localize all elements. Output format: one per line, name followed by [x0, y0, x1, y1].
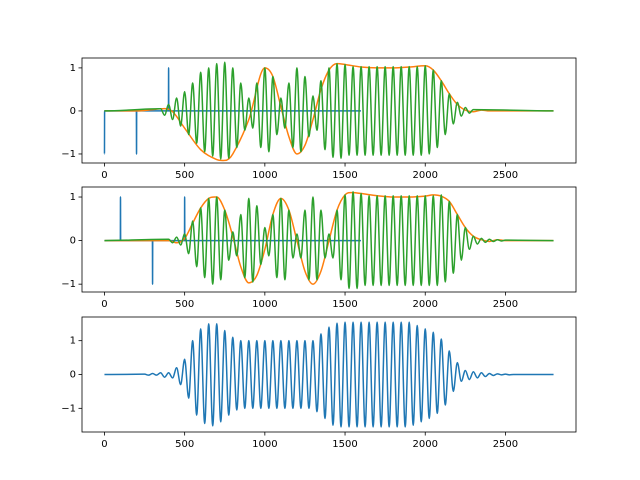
- x-tick-label: 2500: [493, 170, 518, 181]
- x-tick-label: 0: [101, 439, 107, 450]
- axes: 0 500 1000 1500 2000 2500 −1 0 1: [61, 316, 577, 450]
- series-line: [104, 321, 554, 428]
- series-line: [104, 191, 554, 285]
- x-tick-label: 1000: [252, 170, 277, 181]
- y-tick-label: 0: [70, 370, 76, 381]
- x-tick-label: 2500: [493, 439, 518, 450]
- x-tick-label: 500: [175, 170, 194, 181]
- x-tick-label: 2500: [493, 299, 518, 310]
- y-tick-label: 1: [70, 192, 76, 203]
- y-tick-label: 1: [70, 63, 76, 74]
- axes: 0 500 1000 1500 2000 2500 −1 0 1: [61, 57, 577, 181]
- axes-frame: [81, 57, 577, 164]
- x-tick-label: 1500: [332, 299, 357, 310]
- y-tick-label: −1: [61, 279, 76, 290]
- y-tick-label: 0: [70, 106, 76, 117]
- series-line: [104, 61, 554, 160]
- axes-frame: [81, 186, 577, 293]
- x-tick-label: 500: [175, 299, 194, 310]
- y-tick-label: −1: [61, 403, 76, 414]
- x-tick-label: 1500: [332, 170, 357, 181]
- x-tick-label: 0: [101, 170, 107, 181]
- x-tick-label: 1000: [252, 439, 277, 450]
- x-tick-label: 500: [175, 439, 194, 450]
- x-tick-label: 2000: [413, 299, 438, 310]
- x-tick-label: 1000: [252, 299, 277, 310]
- x-tick-label: 2000: [413, 439, 438, 450]
- x-tick-label: 1500: [332, 439, 357, 450]
- series-line: [104, 62, 554, 162]
- y-tick-label: 0: [70, 236, 76, 247]
- axes: 0 500 1000 1500 2000 2500 −1 0 1: [61, 186, 577, 310]
- y-tick-label: −1: [61, 149, 76, 160]
- series-line: [104, 191, 554, 290]
- x-tick-label: 0: [101, 299, 107, 310]
- x-tick-label: 2000: [413, 170, 438, 181]
- y-tick-label: 1: [70, 336, 76, 347]
